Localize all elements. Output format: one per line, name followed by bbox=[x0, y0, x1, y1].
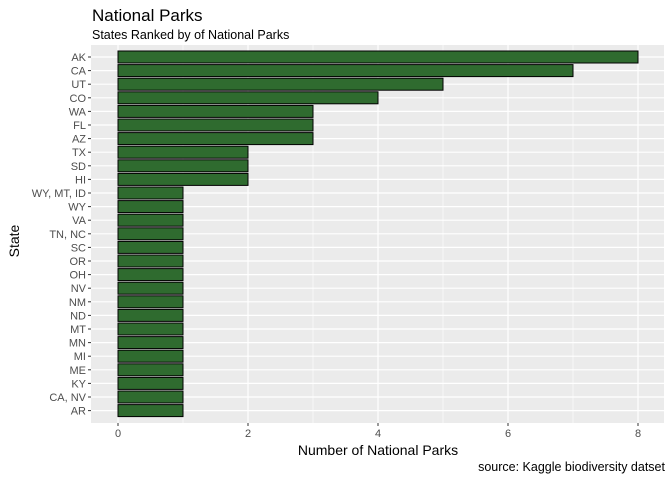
y-tick-label: VA bbox=[72, 215, 87, 227]
y-tick-label: NM bbox=[69, 297, 86, 309]
y-tick-label: WY bbox=[68, 202, 86, 214]
y-tick-label: OH bbox=[70, 270, 87, 282]
chart-title: National Parks bbox=[92, 6, 203, 25]
chart-caption: source: Kaggle biodiversity datset bbox=[478, 460, 665, 474]
bar bbox=[117, 213, 184, 227]
y-tick-label: MT bbox=[70, 324, 86, 336]
y-tick-label: TN, NC bbox=[49, 229, 86, 241]
bar bbox=[117, 91, 379, 105]
bar bbox=[117, 64, 574, 78]
x-tick-label: 4 bbox=[375, 428, 381, 440]
bar bbox=[117, 172, 249, 186]
bar bbox=[117, 50, 639, 64]
x-tick-labels: 0 2 4 6 8 bbox=[115, 423, 641, 440]
bar bbox=[117, 254, 184, 268]
y-axis-label: State bbox=[6, 224, 22, 257]
x-axis-label: Number of National Parks bbox=[298, 442, 458, 458]
y-tick-label: WA bbox=[69, 106, 87, 118]
y-tick-label: MN bbox=[69, 338, 86, 350]
y-tick-label: AZ bbox=[72, 134, 86, 146]
bars bbox=[117, 50, 639, 418]
bar bbox=[117, 322, 184, 336]
y-tick-label: UT bbox=[71, 79, 86, 91]
y-tick-label: MI bbox=[74, 351, 86, 363]
y-tick-label: NV bbox=[71, 283, 87, 295]
bar bbox=[117, 145, 249, 159]
bar bbox=[117, 295, 184, 309]
bar bbox=[117, 240, 184, 254]
x-tick-label: 6 bbox=[505, 428, 511, 440]
bar bbox=[117, 390, 184, 404]
bar bbox=[117, 227, 184, 241]
bar bbox=[117, 404, 184, 418]
x-tick-label: 0 bbox=[115, 428, 121, 440]
y-tick-label: CO bbox=[70, 93, 87, 105]
y-tick-label: TX bbox=[72, 147, 87, 159]
y-tick-label: ND bbox=[70, 310, 86, 322]
y-tick-label: AR bbox=[71, 406, 86, 418]
y-tick-label: CA bbox=[71, 66, 87, 78]
bar bbox=[117, 118, 314, 132]
y-tick-label: OR bbox=[70, 256, 87, 268]
bar bbox=[117, 104, 314, 118]
y-tick-label: SD bbox=[71, 161, 86, 173]
chart-subtitle: States Ranked by of National Parks bbox=[92, 28, 289, 42]
x-tick-label: 8 bbox=[635, 428, 641, 440]
y-tick-label: KY bbox=[71, 378, 86, 390]
bar bbox=[117, 132, 314, 146]
x-tick-label: 2 bbox=[245, 428, 251, 440]
y-tick-label: FL bbox=[73, 120, 86, 132]
bar bbox=[117, 200, 184, 214]
bar bbox=[117, 186, 184, 200]
bar bbox=[117, 363, 184, 377]
bar bbox=[117, 268, 184, 282]
y-tick-label: SC bbox=[71, 242, 86, 254]
y-tick-label: ME bbox=[70, 365, 87, 377]
bar bbox=[117, 336, 184, 350]
y-tick-label: HI bbox=[75, 174, 86, 186]
bar bbox=[117, 281, 184, 295]
bar bbox=[117, 349, 184, 363]
bar bbox=[117, 376, 184, 390]
y-tick-label: AK bbox=[71, 52, 86, 64]
bar bbox=[117, 308, 184, 322]
bar bbox=[117, 159, 249, 173]
y-tick-label: CA, NV bbox=[49, 392, 86, 404]
bar bbox=[117, 77, 444, 91]
y-tick-label: WY, MT, ID bbox=[32, 188, 86, 200]
